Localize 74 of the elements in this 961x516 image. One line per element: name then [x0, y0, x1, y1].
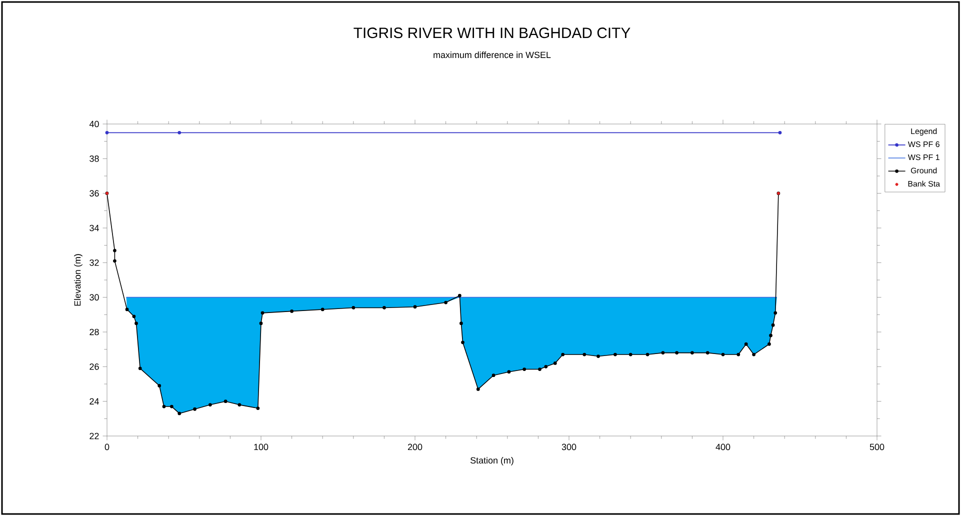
point: [522, 368, 526, 371]
point: [290, 310, 294, 313]
point: [544, 364, 548, 368]
point: [538, 368, 542, 371]
point: [661, 351, 665, 354]
point: [105, 130, 109, 134]
point: [178, 412, 182, 416]
point: [769, 334, 772, 338]
point: [675, 351, 678, 354]
point: [646, 352, 650, 356]
point: [774, 311, 778, 315]
point: [721, 352, 725, 356]
chart-subtitle: maximum difference in WSEL: [434, 51, 551, 58]
point: [706, 351, 710, 354]
x-tick-label: 200: [408, 444, 422, 450]
y-tick-label: 22: [90, 432, 99, 440]
point: [458, 294, 462, 298]
point: [561, 352, 565, 356]
point: [178, 130, 182, 134]
point: [256, 406, 260, 410]
point: [778, 130, 782, 134]
x-tick-label: 400: [716, 444, 730, 450]
x-tick-label: 500: [870, 444, 884, 450]
chart-title: TIGRIS RIVER WITH IN BAGHDAD CITY: [354, 28, 630, 38]
y-tick-label: 30: [90, 294, 99, 301]
point: [736, 352, 740, 356]
point: [260, 311, 264, 315]
y-tick-label: 34: [90, 224, 99, 232]
y-tick-label: 26: [90, 363, 99, 370]
point: [113, 248, 116, 252]
point: [320, 308, 324, 312]
point: [771, 323, 775, 327]
x-axis-title: Station (m): [470, 456, 514, 466]
y-tick-label: 24: [90, 398, 99, 404]
point: [596, 354, 600, 358]
point: [382, 306, 386, 310]
y-tick-label: 32: [90, 259, 99, 266]
point: [744, 342, 748, 346]
y-axis-title: Elevation (m): [74, 254, 82, 306]
point: [138, 366, 142, 370]
point: [444, 300, 448, 304]
point: [768, 342, 771, 346]
point: [628, 352, 632, 356]
point: [125, 308, 129, 312]
x-tick-label: 0: [104, 444, 110, 450]
x-tick-label: 100: [254, 444, 268, 450]
y-tick-label: 36: [90, 190, 99, 197]
point: [238, 403, 242, 406]
point: [259, 322, 263, 326]
point: [208, 403, 212, 406]
point: [752, 352, 756, 356]
point: [170, 404, 174, 408]
point: [476, 388, 480, 391]
point: [461, 340, 464, 344]
point: [352, 306, 356, 310]
point: [690, 351, 694, 354]
point: [158, 384, 162, 388]
point: [113, 259, 116, 263]
y-tick-label: 28: [90, 328, 99, 336]
point: [582, 352, 586, 356]
point: [614, 352, 617, 356]
point: [413, 305, 417, 309]
point: [134, 322, 138, 326]
x-tick-label: 300: [562, 444, 576, 450]
point: [460, 322, 463, 326]
point: [553, 362, 557, 365]
point: [193, 407, 196, 411]
point: [132, 314, 136, 318]
y-tick-label: 40: [89, 120, 99, 128]
point: [507, 370, 511, 374]
y-tick-label: 38: [90, 155, 99, 162]
point: [224, 400, 228, 404]
point: [162, 404, 166, 408]
point: [492, 374, 496, 378]
